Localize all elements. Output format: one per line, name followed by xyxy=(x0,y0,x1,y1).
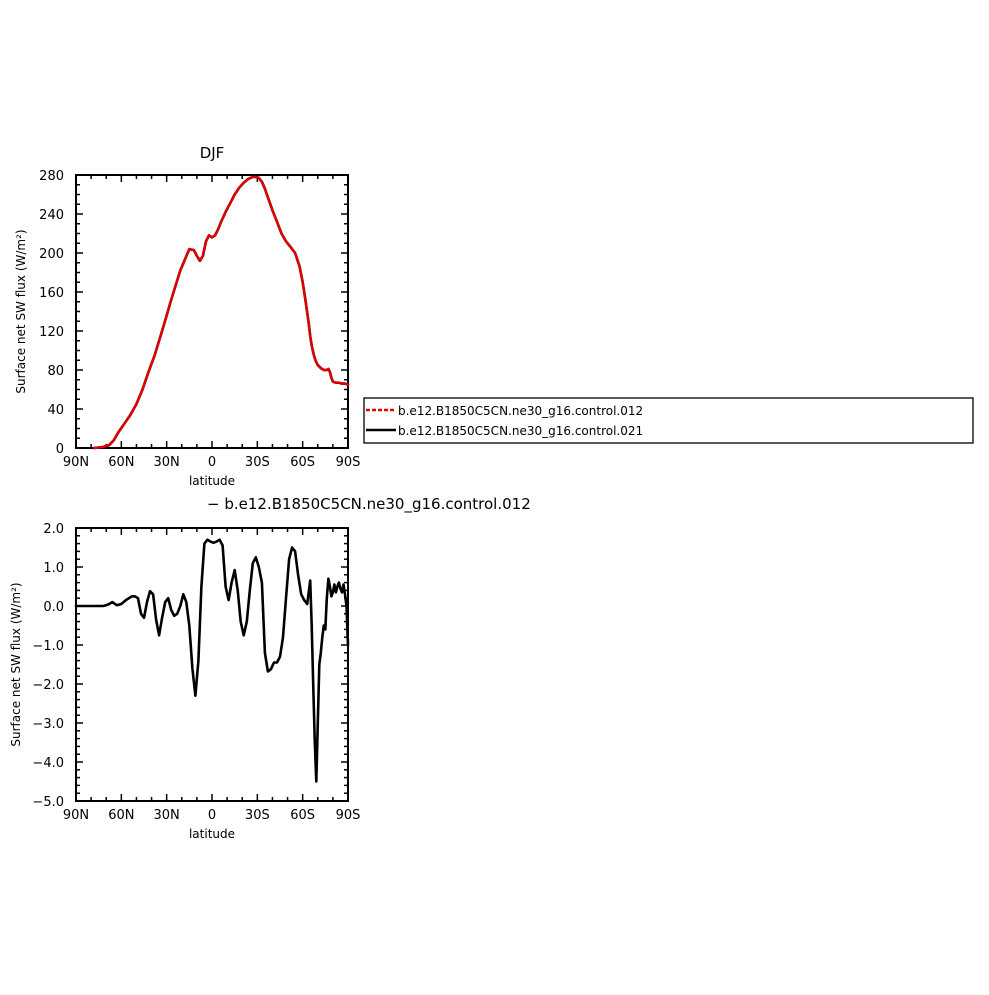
legend: b.e12.B1850C5CN.ne30_g16.control.012 b.e1… xyxy=(363,397,974,444)
x-tick-label: 30S xyxy=(245,455,270,470)
x-tick-label: 30S xyxy=(245,808,270,823)
y-tick-label: 2.0 xyxy=(43,522,64,537)
y-tick-label: −3.0 xyxy=(32,717,64,732)
x-tick-label: 30N xyxy=(154,808,180,823)
x-tick-label: 60S xyxy=(290,808,315,823)
x-tick-label: 0 xyxy=(208,455,216,470)
y-tick-label: −2.0 xyxy=(32,678,64,693)
y-tick-label: 200 xyxy=(39,247,64,262)
legend-box xyxy=(363,397,974,444)
y-tick-label: 240 xyxy=(39,208,64,223)
y-tick-label: 1.0 xyxy=(43,561,64,576)
x-tick-label: 30N xyxy=(154,455,180,470)
difference-title: − b.e12.B1850C5CN.ne30_g16.control.012 xyxy=(207,495,531,514)
x-axis-title: latitude xyxy=(189,827,235,841)
chart-panel-1: 90N 60N 30N 0 30S 60S 90S 0 40 80 120 160 200 240 280 l… xyxy=(14,144,360,488)
y-tick-label: 80 xyxy=(47,364,64,379)
x-axis-title: latitude xyxy=(189,474,235,488)
y-tick-label: 0 xyxy=(56,442,64,457)
y-axis-title: Surface net SW flux (W/m²) xyxy=(9,582,23,746)
y-tick-label: 120 xyxy=(39,325,64,340)
y-axis-title: Surface net SW flux (W/m²) xyxy=(14,229,28,393)
y-tick-label: −1.0 xyxy=(32,639,64,654)
x-tick-label: 90S xyxy=(336,455,361,470)
y-tick-label: −4.0 xyxy=(32,756,64,771)
x-tick-label: 90N xyxy=(63,808,89,823)
y-tick-label: 160 xyxy=(39,286,64,301)
x-tick-label: 90S xyxy=(336,808,361,823)
legend-label-2: b.e12.B1850C5CN.ne30_g16.control.021 xyxy=(398,424,643,438)
y-tick-label: −5.0 xyxy=(32,795,64,810)
series-line-1 xyxy=(92,175,350,450)
x-tick-label: 60S xyxy=(290,455,315,470)
series-line-1 xyxy=(74,538,350,783)
chart-panel-2: 90N 60N 30N 0 30S 60S 90S 2.0 1.0 0.0 −1.0 −2.0 −3.0… xyxy=(9,495,531,841)
y-tick-label: 280 xyxy=(39,169,64,184)
x-tick-label: 60N xyxy=(108,808,134,823)
y-tick-label: 40 xyxy=(47,403,64,418)
legend-label-1: b.e12.B1850C5CN.ne30_g16.control.012 xyxy=(398,404,643,418)
series-line-2 xyxy=(92,175,350,450)
x-tick-label: 0 xyxy=(208,808,216,823)
x-tick-label: 90N xyxy=(63,455,89,470)
panel-title: DJF xyxy=(200,144,225,162)
x-tick-label: 60N xyxy=(108,455,134,470)
y-tick-label: 0.0 xyxy=(43,600,64,615)
plot-frame xyxy=(75,527,349,802)
